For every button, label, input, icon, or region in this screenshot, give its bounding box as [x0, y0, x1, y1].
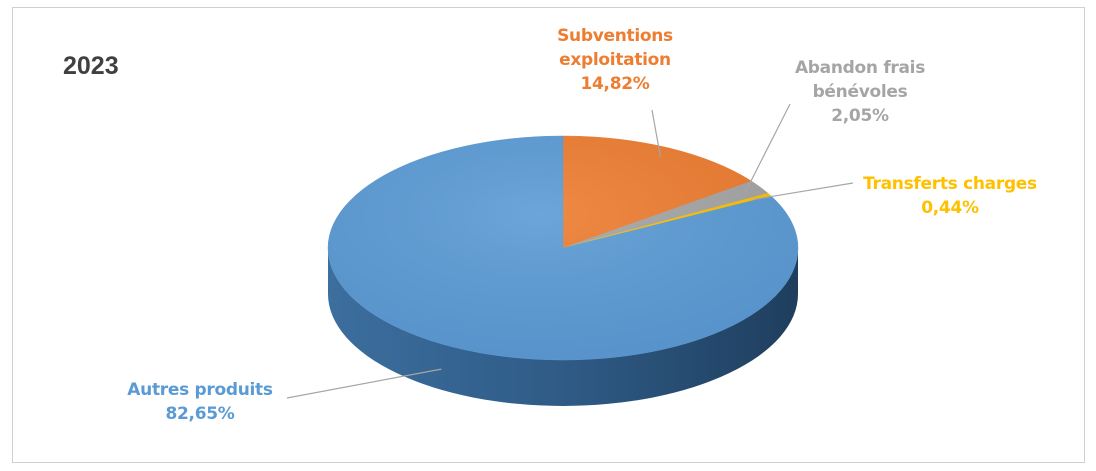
leader-line-0: [651, 109, 662, 157]
label-transferts-value: 0,44%: [921, 198, 979, 218]
label-abandon: Abandon frais bénévoles 2,05%: [775, 56, 945, 128]
label-abandon-line2: bénévoles: [812, 82, 908, 102]
pie-sheen: [328, 136, 798, 360]
leader-lines: [286, 103, 854, 399]
label-subventions-line1: Subventions: [557, 26, 673, 46]
pie-sides: [328, 248, 798, 406]
chart-title: 2023: [63, 52, 119, 80]
label-abandon-value: 2,05%: [831, 106, 889, 126]
label-autres-value: 82,65%: [165, 404, 235, 424]
label-transferts-line1: Transferts charges: [863, 174, 1037, 194]
pie-side-3: [328, 248, 798, 406]
label-autres: Autres produits 82,65%: [110, 378, 290, 426]
leader-line-3: [286, 368, 442, 399]
label-subventions: Subventions exploitation 14,82%: [540, 24, 690, 96]
label-subventions-line2: exploitation: [559, 50, 671, 70]
label-transferts: Transferts charges 0,44%: [845, 172, 1055, 220]
label-abandon-line1: Abandon frais: [794, 58, 926, 78]
leader-line-1: [744, 103, 791, 193]
label-subventions-value: 14,82%: [580, 74, 650, 94]
leader-line-2: [753, 182, 854, 201]
label-autres-line1: Autres produits: [127, 380, 273, 400]
pie-slices: [327, 135, 799, 361]
